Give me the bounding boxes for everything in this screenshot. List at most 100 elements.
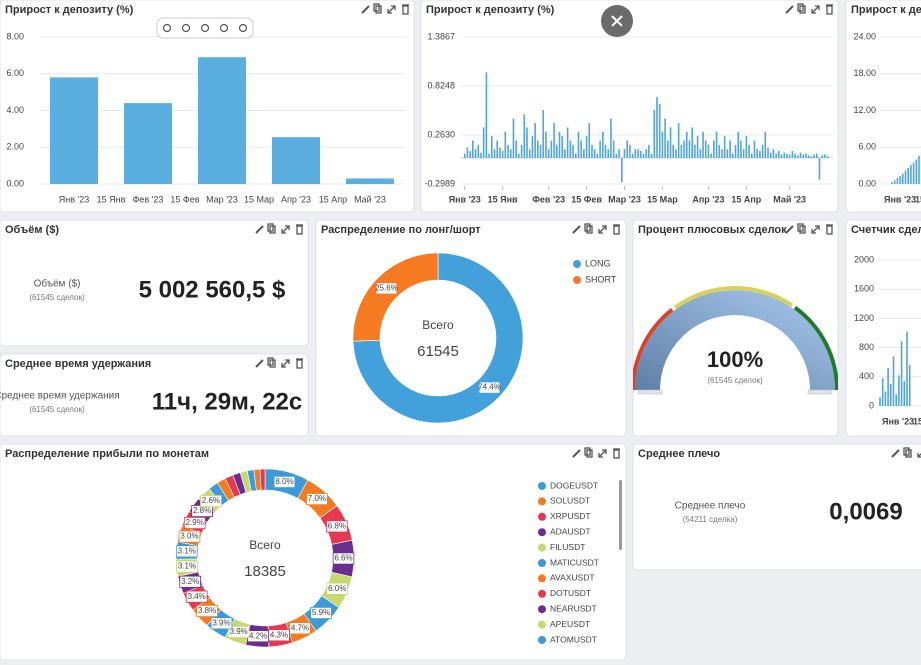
bar: [620, 157, 623, 183]
bar: [898, 375, 900, 406]
bar: [656, 96, 658, 158]
bar: [610, 118, 612, 158]
legend-swatch: [538, 512, 546, 521]
y-tick-label: 8.00: [6, 31, 24, 41]
copy-icon: [267, 357, 274, 366]
bar: [469, 150, 471, 158]
edit-icon: [785, 225, 794, 234]
edit-icon: [572, 449, 581, 458]
bar: [696, 136, 699, 158]
gauge-end: [637, 389, 663, 395]
panel-content: Распределение по лонг/шорт 74.4% 25.6% Всег…: [321, 223, 620, 424]
y-tick-label: 0.00: [6, 178, 24, 188]
label-box: [210, 617, 233, 630]
bar: [564, 149, 566, 158]
label-box: [375, 282, 398, 295]
panel-content: Прирост к депозиту (%) -0.2989 0.2630 0.824…: [424, 3, 833, 204]
y-tick-label: 1600: [854, 284, 874, 294]
y-tick-label: 18.00: [853, 68, 876, 78]
bar: [623, 149, 626, 158]
expand-icon: [598, 449, 607, 458]
data-label: 2.6%: [202, 496, 220, 505]
bar: [884, 391, 887, 406]
center-total: 18385: [244, 563, 286, 580]
panel-content: Среднее плечо Среднее плечо (54211 сделка)…: [638, 447, 921, 525]
bar: [645, 149, 647, 158]
delete-icon: [402, 5, 409, 15]
bar: [740, 140, 742, 158]
y-tick-label: 0.00: [858, 178, 876, 188]
legend-label: MATICUSDT: [550, 557, 599, 567]
bar: [650, 153, 653, 158]
bar: [796, 155, 799, 158]
bar: [518, 153, 520, 158]
y-tick-label: 0.8248: [427, 80, 455, 90]
bar: [593, 149, 596, 158]
bar: [881, 378, 884, 406]
bar: [810, 156, 813, 158]
kpi-label: Объём ($): [34, 278, 81, 290]
data-label: 3.9%: [212, 618, 230, 627]
legend-label: XRPUSDT: [550, 511, 591, 521]
bar: [124, 103, 172, 184]
panel-title: Процент плюсовых сделок: [638, 224, 787, 236]
label-box: [306, 493, 328, 506]
legend-label: FILUSDT: [550, 542, 585, 552]
bar: [672, 144, 675, 158]
x-tick-label: Фев '23: [133, 194, 164, 204]
bar: [558, 131, 561, 158]
delete-icon: [296, 225, 303, 235]
bar: [704, 140, 707, 158]
bar: [653, 109, 656, 158]
toolbar-button: [162, 23, 172, 33]
x-tick-label: 15 Мар: [647, 194, 678, 204]
legend-swatch: [538, 559, 546, 567]
label-box: [175, 545, 198, 558]
scrollbar[interactable]: [619, 480, 622, 550]
y-tick-label: 0: [869, 400, 874, 410]
expand-icon: [387, 5, 396, 14]
gauge-band: [633, 308, 674, 390]
x-tick-label: Янв '23: [449, 194, 481, 204]
edit-icon: [891, 449, 900, 458]
bar: [807, 155, 810, 158]
data-label: 3.4%: [188, 592, 206, 601]
bar: [890, 384, 892, 406]
expand-icon: [281, 225, 290, 234]
bar: [915, 159, 918, 184]
kpi-note: (61545 сделок): [29, 405, 85, 414]
toolbar-button: [238, 23, 248, 33]
legend-label: LONG: [585, 258, 611, 268]
bar: [726, 149, 729, 158]
bar: [783, 152, 786, 158]
label-box: [273, 475, 296, 488]
bar: [577, 131, 580, 158]
bar: [509, 149, 512, 158]
donut-segment: [352, 252, 439, 342]
kpi-value: 5 002 560,5 $: [139, 276, 286, 303]
gauge-band: [793, 305, 838, 390]
bar: [501, 150, 504, 158]
bar: [631, 153, 634, 158]
donut-segment: [259, 468, 266, 491]
label-box: [179, 575, 201, 588]
bar: [732, 153, 734, 158]
kpi-note: (54211 сделка): [683, 515, 738, 524]
panel: [0, 353, 309, 437]
bar: [539, 144, 542, 158]
panel: [420, 0, 839, 213]
bar: [734, 144, 737, 158]
bar: [472, 140, 474, 158]
legend-swatch: [538, 497, 546, 506]
bar: [769, 152, 772, 158]
bar: [675, 149, 677, 158]
data-label: 6.8%: [328, 521, 346, 530]
label-box: [310, 606, 332, 619]
legend-swatch: [538, 528, 546, 537]
bar: [710, 153, 712, 158]
delete-icon: [613, 449, 620, 459]
legend-swatch: [573, 260, 581, 268]
gauge-label: 100%: [707, 347, 763, 372]
bar: [504, 131, 507, 158]
bar: [198, 57, 246, 184]
